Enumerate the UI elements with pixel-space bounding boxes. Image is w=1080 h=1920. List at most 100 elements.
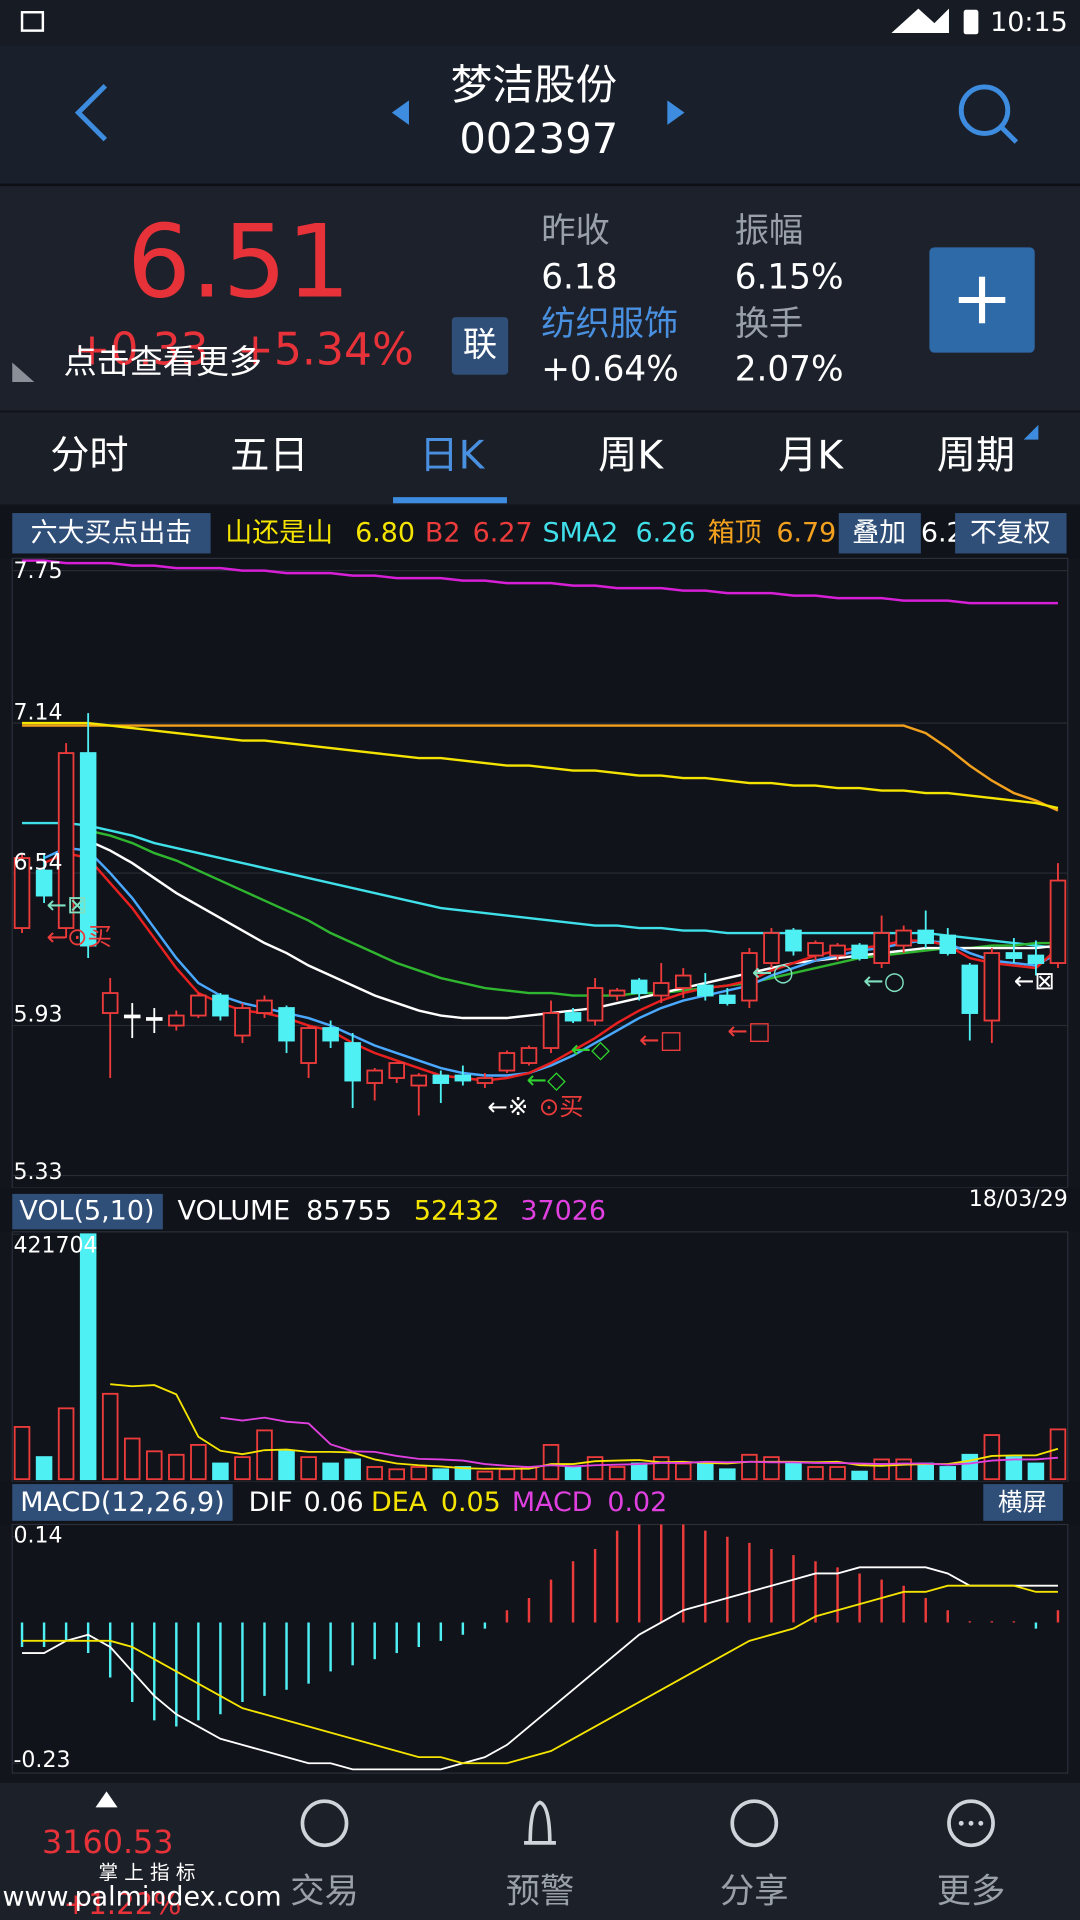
y-tick-label: 0.14 <box>13 1524 62 1549</box>
volume-bar <box>344 1458 361 1481</box>
tab[interactable]: 五日 <box>230 433 308 478</box>
volume-bar <box>57 1407 75 1481</box>
candle-body <box>344 1042 361 1082</box>
candle-body <box>851 944 868 959</box>
prev-stock[interactable] <box>391 100 409 125</box>
volume-bar <box>388 1468 405 1481</box>
macd-title: MACD(12,26,9) <box>20 1487 224 1518</box>
price-plot: ←⊠←⊙买←※ ⊙买←◇←◇ ←□ ←□←○ ←○ ←⊠ <box>13 559 1067 1121</box>
indicator-item-name: B2 <box>425 517 461 548</box>
indicator-name: 六大买点出击 <box>31 517 193 548</box>
status-bar <box>0 0 1080 46</box>
trade-icon <box>300 1799 349 1848</box>
amplitude-label: 振幅 <box>735 211 804 251</box>
candle-body <box>278 1007 295 1042</box>
index-value[interactable]: 3160.53 <box>42 1823 174 1861</box>
tab[interactable]: 周K <box>598 433 664 478</box>
title-bar <box>0 45 1080 184</box>
tabs: 分时 五日 日K 周K 月K 周期 <box>50 433 1015 504</box>
volume-bar <box>498 1468 516 1481</box>
volume-bar <box>564 1466 582 1481</box>
candle-body <box>300 1027 317 1064</box>
link-badge[interactable] <box>451 317 509 375</box>
prev-close-label: 昨收 <box>541 211 610 251</box>
signal-annotation: ←□ <box>639 1025 683 1054</box>
landscape-button[interactable] <box>983 1484 1063 1521</box>
volume-bar <box>785 1462 802 1481</box>
macd-panel <box>11 1523 1069 1774</box>
tab[interactable]: 分时 <box>50 433 128 478</box>
last-price: 6.51 <box>127 204 351 321</box>
share-icon <box>730 1799 779 1848</box>
line-series <box>22 559 1058 605</box>
y-tick-label: 421704 <box>13 1234 97 1259</box>
indicator-item-name: 山还是山 <box>225 517 333 548</box>
turnover: 2.07% <box>735 350 844 390</box>
tab[interactable]: 周期 <box>937 433 1015 478</box>
tab[interactable]: 日K <box>419 433 485 478</box>
candle-body <box>256 999 273 1014</box>
candle-body <box>498 1052 516 1072</box>
signal-annotation: ←○ <box>752 957 794 986</box>
signal-annotation: ←○ <box>863 966 905 995</box>
volume-bar <box>146 1450 163 1481</box>
price-grid <box>12 570 1068 1177</box>
line-series <box>220 1416 1059 1468</box>
signal-annotation: ←⊠ <box>1014 966 1055 995</box>
search-button[interactable] <box>958 84 1011 136</box>
nav-item[interactable]: 预警 <box>506 1872 575 1912</box>
y-tick-label: 5.93 <box>13 1003 62 1028</box>
nav-item[interactable]: 更多 <box>937 1872 1006 1912</box>
stock-name: 梦洁股份 <box>451 60 618 109</box>
candle-body <box>1005 952 1023 959</box>
candle-body <box>432 1074 450 1084</box>
volume-bar <box>895 1458 912 1481</box>
macd-labels: 0.14 -0.23 <box>12 1524 70 1773</box>
price-labels: 7.75 7.14 6.54 5.93 5.33 <box>13 559 62 1185</box>
price-change-pct: +5.34% <box>237 325 414 376</box>
overlay-button[interactable] <box>838 513 921 554</box>
volume-bar <box>123 1437 141 1481</box>
landscape-label: 横屏 <box>998 1488 1047 1517</box>
candle-body <box>190 994 207 1017</box>
line-series <box>22 724 1059 812</box>
next-stock[interactable] <box>667 100 685 125</box>
link-label: 联 <box>463 325 497 365</box>
indicator-name-box[interactable] <box>12 513 211 554</box>
nav-item[interactable]: 交易 <box>290 1872 359 1912</box>
tab[interactable]: 月K <box>778 433 844 478</box>
candle-body <box>608 989 626 997</box>
index-change: +1.22% <box>63 1887 181 1920</box>
candle-body <box>917 929 934 944</box>
gallery-icon <box>20 11 45 32</box>
macd-title-box[interactable] <box>12 1484 233 1521</box>
tab-underline <box>393 497 507 504</box>
candle-body <box>520 1047 538 1064</box>
candle-body <box>79 752 97 947</box>
signal-annotation: ←⊠ <box>47 890 88 919</box>
candle-body <box>234 1007 251 1037</box>
candle-body <box>212 994 229 1017</box>
vol-label: VOLUME <box>178 1196 291 1227</box>
volume-bar <box>697 1462 714 1481</box>
indicator-item-value: 6.80 <box>355 517 415 548</box>
candle-body <box>366 1069 383 1084</box>
candle-body <box>35 869 53 897</box>
signal-annotation: ←◇ <box>527 1065 567 1094</box>
sector[interactable]: 纺织服饰 <box>541 304 678 344</box>
nav-item[interactable]: 分享 <box>720 1872 789 1912</box>
candle-body <box>410 1074 428 1087</box>
vol-title-box[interactable] <box>12 1193 163 1230</box>
back-button[interactable] <box>74 83 108 142</box>
vol-ma10: 37026 <box>520 1196 606 1227</box>
plus-icon <box>958 276 1006 324</box>
volume-bar <box>366 1466 383 1481</box>
more-link[interactable]: 点击查看更多 <box>64 342 262 381</box>
volume-bar <box>917 1462 934 1481</box>
volume-bar <box>212 1462 229 1481</box>
bottom-nav <box>0 1782 1080 1920</box>
signal-annotation: ←□ <box>727 1016 771 1045</box>
adjust-button[interactable] <box>955 513 1067 554</box>
